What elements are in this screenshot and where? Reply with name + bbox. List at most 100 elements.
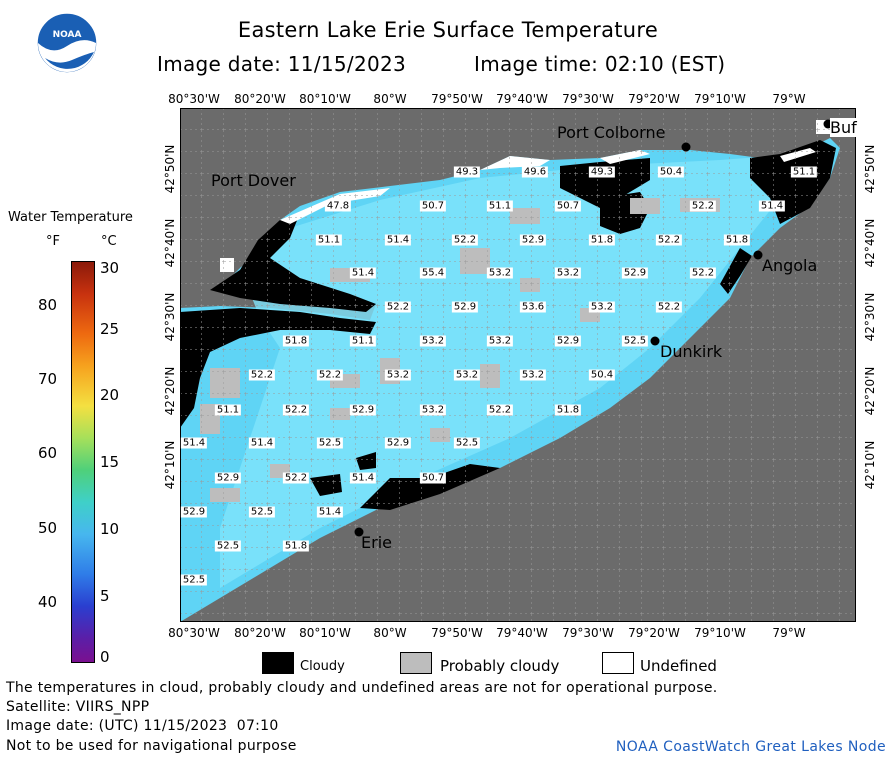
temp-label: 51.8 xyxy=(588,234,616,246)
temp-label: 51.4 xyxy=(384,234,412,246)
erie-marker xyxy=(354,527,364,537)
temp-label: 53.2 xyxy=(453,369,481,381)
temp-label: 52.5 xyxy=(180,574,208,586)
operational-note: The temperatures in cloud, probably clou… xyxy=(6,680,718,696)
undefined-label: Undefined xyxy=(640,657,717,675)
temp-label: 51.4 xyxy=(758,200,786,212)
temp-label: 52.2 xyxy=(282,472,310,484)
f-tick-label: 40 xyxy=(38,593,58,611)
bottom-lon-label: 79°10'W xyxy=(694,626,746,640)
temp-label: 49.6 xyxy=(521,166,549,178)
place-label-port-colborne: Port Colborne xyxy=(557,123,666,142)
temp-label: 51.1 xyxy=(315,234,343,246)
temp-label: 52.9 xyxy=(180,506,208,518)
temp-label: 52.2 xyxy=(316,369,344,381)
f-tick-label: 60 xyxy=(38,444,58,462)
temp-label: 53.2 xyxy=(588,301,616,313)
place-label-erie: Erie xyxy=(361,533,392,552)
temp-label: 51.8 xyxy=(554,404,582,416)
navigation-warning: Not to be used for navigational purpose xyxy=(6,738,297,754)
top-lon-label: 79°10'W xyxy=(694,92,746,106)
bottom-lon-label: 80°W xyxy=(373,626,407,640)
left-lat-label: 42°10'N xyxy=(163,440,177,490)
temp-label: 52.2 xyxy=(655,301,683,313)
place-label-port-dover: Port Dover xyxy=(211,171,296,190)
image-date: Image date: 11/15/2023 xyxy=(157,52,407,76)
temp-label: 53.2 xyxy=(486,267,514,279)
image-time: Image time: 02:10 (EST) xyxy=(474,52,726,76)
probably-cloudy-label: Probably cloudy xyxy=(440,657,560,675)
place-label-angola: Angola xyxy=(762,256,818,275)
temp-label: 51.4 xyxy=(349,472,377,484)
bottom-lon-label: 80°20'W xyxy=(234,626,286,640)
bottom-lon-label: 79°40'W xyxy=(496,626,548,640)
temp-label: 50.7 xyxy=(419,472,447,484)
credit-link[interactable]: NOAA CoastWatch Great Lakes Node xyxy=(615,739,886,755)
angola-marker xyxy=(753,250,763,260)
c-tick-label: 25 xyxy=(100,320,120,338)
left-lat-label: 42°40'N xyxy=(163,218,177,268)
dunkirk-marker xyxy=(650,336,660,346)
top-lon-label: 80°W xyxy=(373,92,407,106)
temp-label: 52.2 xyxy=(486,404,514,416)
map-panel: 49.3 49.6 49.3 50.4 51.1 47.8 50.7 51.1 … xyxy=(180,108,857,622)
temp-label: 51.1 xyxy=(349,335,377,347)
temp-label: 55.4 xyxy=(419,267,447,279)
top-lon-label: 80°20'W xyxy=(234,92,286,106)
port-colborne-marker xyxy=(681,142,691,152)
temp-label: 53.2 xyxy=(419,404,447,416)
temp-label: 53.2 xyxy=(486,335,514,347)
map-grid xyxy=(180,108,856,622)
temp-label: 53.2 xyxy=(384,369,412,381)
temp-label: 47.8 xyxy=(324,200,352,212)
f-tick-label: 50 xyxy=(38,519,58,537)
left-lat-label: 42°20'N xyxy=(163,366,177,416)
c-tick-label: 0 xyxy=(100,648,110,666)
temp-label: 52.5 xyxy=(248,506,276,518)
satellite-info: Satellite: VIIRS_NPP xyxy=(6,699,150,715)
top-lon-label: 79°20'W xyxy=(628,92,680,106)
temp-label: 52.5 xyxy=(316,437,344,449)
noaa-logo-text: NOAA xyxy=(52,30,82,40)
temp-label: 53.6 xyxy=(519,301,547,313)
temp-label: 52.9 xyxy=(349,404,377,416)
right-lat-label: 42°40'N xyxy=(863,218,877,268)
legend-unit-c: °C xyxy=(101,234,117,249)
temp-label: 51.4 xyxy=(180,437,208,449)
cloudy-label: Cloudy xyxy=(300,659,345,674)
f-tick-label: 70 xyxy=(38,370,58,388)
bottom-lon-label: 79°W xyxy=(772,626,806,640)
temp-label: 52.2 xyxy=(248,369,276,381)
right-lat-label: 42°30'N xyxy=(863,292,877,342)
temp-label: 52.2 xyxy=(689,200,717,212)
bottom-lon-label: 79°50'W xyxy=(431,626,483,640)
temp-label: 52.9 xyxy=(384,437,412,449)
temp-label: 51.1 xyxy=(790,166,818,178)
left-lat-label: 42°50'N xyxy=(163,144,177,194)
temp-label: 53.2 xyxy=(554,267,582,279)
temp-label: 52.9 xyxy=(554,335,582,347)
f-tick-label: 80 xyxy=(38,296,58,314)
left-lat-label: 42°30'N xyxy=(163,292,177,342)
top-lon-label: 79°50'W xyxy=(431,92,483,106)
right-lat-label: 42°20'N xyxy=(863,366,877,416)
temp-label: 52.5 xyxy=(621,335,649,347)
color-bar xyxy=(71,261,95,663)
temp-label: 51.8 xyxy=(282,335,310,347)
temp-label: 52.2 xyxy=(451,234,479,246)
probably-cloudy-swatch xyxy=(400,652,432,674)
c-tick-label: 20 xyxy=(100,386,120,404)
place-label-dunkirk: Dunkirk xyxy=(660,342,723,361)
temp-label: 52.5 xyxy=(214,540,242,552)
temp-label: 52.2 xyxy=(689,267,717,279)
bottom-lon-label: 80°30'W xyxy=(168,626,220,640)
place-label-buffalo: Buf xyxy=(830,118,857,137)
temp-label: 51.4 xyxy=(316,506,344,518)
temp-label: 52.9 xyxy=(621,267,649,279)
temp-label: 51.1 xyxy=(486,200,514,212)
top-lon-label: 79°W xyxy=(772,92,806,106)
temp-label: 51.8 xyxy=(282,540,310,552)
temp-label: 53.2 xyxy=(519,369,547,381)
temp-label: 52.9 xyxy=(214,472,242,484)
temp-label: 52.2 xyxy=(655,234,683,246)
